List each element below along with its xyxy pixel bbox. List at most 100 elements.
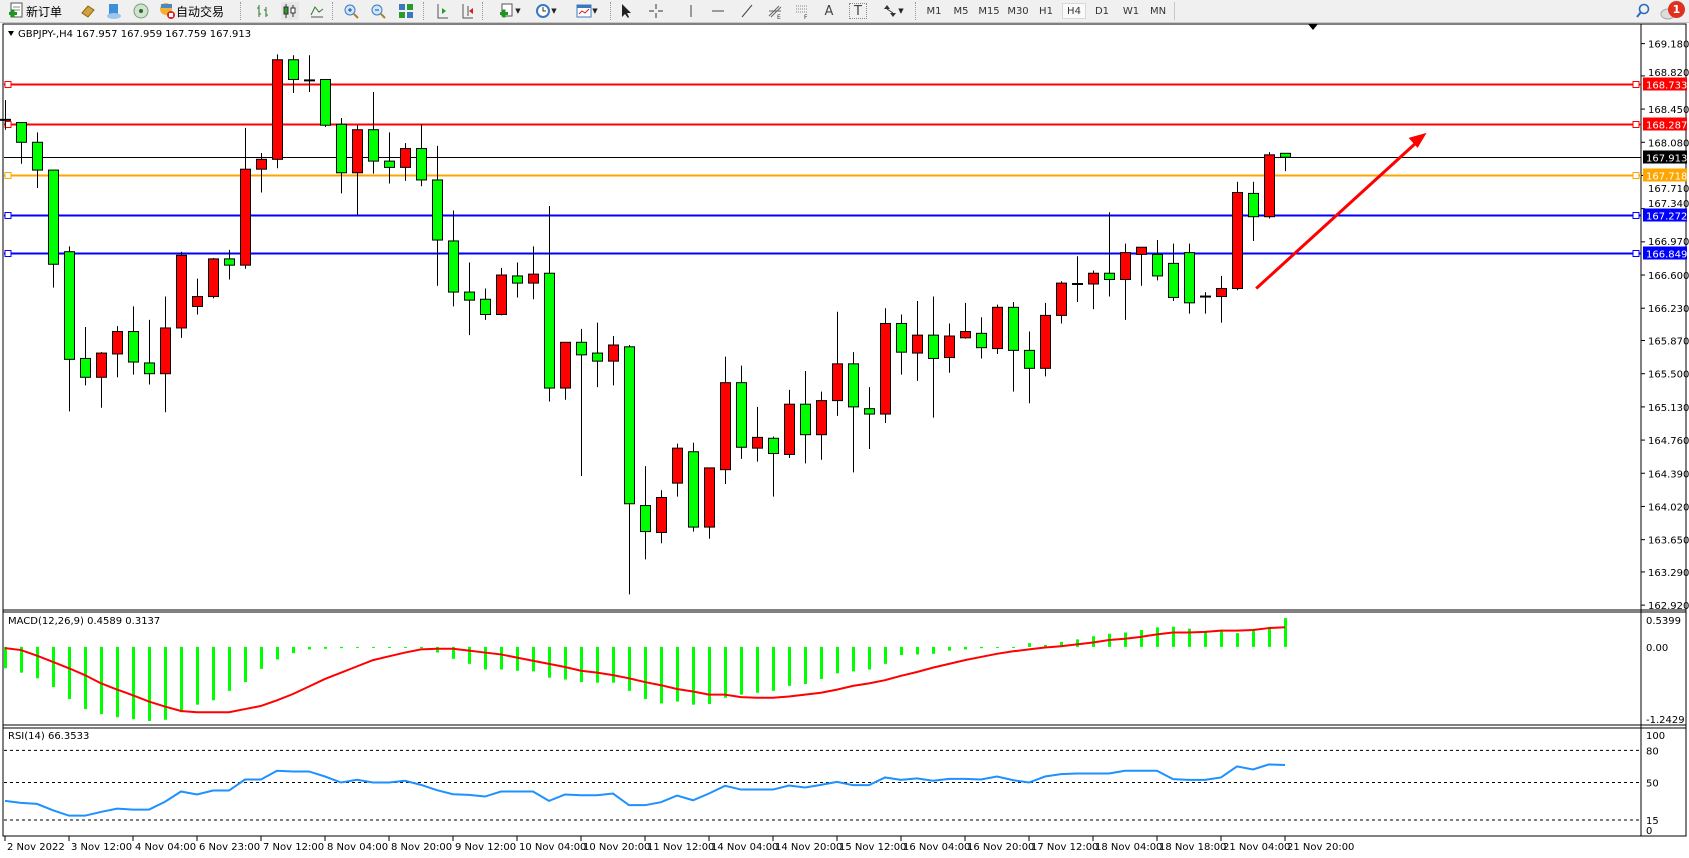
navigator-button[interactable] <box>105 2 123 20</box>
macd-histogram-bar <box>532 646 535 672</box>
timeframe-m15[interactable]: M15 <box>978 5 1000 17</box>
chart-shift-marker-icon <box>1308 24 1318 30</box>
price-tick-label: 162.920 <box>1648 601 1689 612</box>
macd-histogram-bar <box>708 646 711 705</box>
text-tool-button[interactable]: A <box>820 2 838 20</box>
candle-body <box>192 296 203 307</box>
candle <box>448 210 459 307</box>
macd-histogram-bar <box>804 646 807 684</box>
trendline-button[interactable] <box>738 2 756 20</box>
time-tick-label: 18 Nov 04:00 <box>1095 842 1162 853</box>
candle <box>1280 152 1291 172</box>
timeframe-w1[interactable]: W1 <box>1122 5 1140 17</box>
macd-histogram-bar <box>244 646 247 683</box>
timeframe-mn[interactable]: MN <box>1149 5 1167 17</box>
timeframe-m1[interactable]: M1 <box>926 5 942 17</box>
market-watch-button[interactable] <box>79 2 97 20</box>
new-chart-button[interactable]: ▼ <box>494 2 526 20</box>
macd-histogram-bar <box>852 646 855 672</box>
line-chart-icon <box>310 6 324 18</box>
text-label-button[interactable]: T <box>849 3 867 19</box>
macd-histogram-bar <box>1236 633 1239 647</box>
line-chart-button[interactable] <box>308 2 326 20</box>
templates-button[interactable]: ▼ <box>571 2 603 20</box>
signals-button[interactable] <box>132 2 150 20</box>
candle-body <box>640 505 651 533</box>
timeframe-m5[interactable]: M5 <box>953 5 969 17</box>
candle-body <box>1232 192 1243 289</box>
macd-histogram-bar <box>420 646 423 649</box>
tile-windows-button[interactable] <box>397 2 415 20</box>
candle-body <box>496 274 507 315</box>
timeframe-h1[interactable]: H1 <box>1039 5 1053 17</box>
macd-histogram-bar <box>1172 626 1175 647</box>
candle <box>208 257 219 299</box>
candle-body <box>1264 154 1275 218</box>
candle-body <box>736 382 747 448</box>
crosshair-button[interactable] <box>647 2 665 20</box>
symbol-menu-triangle-icon <box>8 31 14 36</box>
svg-text:E: E <box>777 14 781 19</box>
timeframe-d1[interactable]: D1 <box>1094 5 1110 17</box>
zoom-out-button[interactable] <box>369 2 387 20</box>
candle-body <box>720 382 731 471</box>
chart-window[interactable]: GBPJPY-,H4 167.957 167.959 167.759 167.9… <box>0 23 1689 858</box>
price-tick-label: 164.760 <box>1648 436 1689 447</box>
arrows-button[interactable]: ▼ <box>876 2 910 20</box>
time-tick-label: 14 Nov 20:00 <box>775 842 842 853</box>
candle <box>544 205 555 402</box>
macd-histogram-bar <box>548 646 551 678</box>
time-tick-label: 18 Nov 18:00 <box>1159 842 1226 853</box>
bar-chart-button[interactable] <box>254 2 272 20</box>
candle-body <box>544 272 555 389</box>
macd-histogram-bar <box>1044 645 1047 647</box>
autoscroll-button[interactable] <box>458 2 476 20</box>
notification-badge: 1 <box>1668 1 1685 18</box>
time-tick-label: 16 Nov 04:00 <box>903 842 970 853</box>
candle-body <box>160 327 171 375</box>
candle-body <box>992 306 1003 350</box>
periods-button[interactable]: ▼ <box>530 2 562 20</box>
timeframe-m30[interactable]: M30 <box>1007 5 1029 17</box>
macd-histogram-bar <box>68 646 71 700</box>
candle-body <box>944 335 955 359</box>
candle <box>112 326 123 378</box>
candle-body <box>704 467 715 528</box>
candle-body <box>928 334 939 359</box>
candlestick-button[interactable] <box>281 2 299 20</box>
macd-histogram-bar <box>196 646 199 705</box>
auto-trading-button[interactable]: 自动交易 <box>158 2 224 20</box>
macd-histogram-bar <box>1076 639 1079 647</box>
macd-histogram-bar <box>20 646 23 673</box>
crosshair-icon <box>649 4 663 18</box>
templates-icon <box>576 4 592 18</box>
candle-body <box>880 322 891 415</box>
bar-chart-icon <box>257 5 268 17</box>
candle <box>704 467 715 539</box>
candle-body <box>464 291 475 301</box>
fibonacci-button[interactable]: E <box>766 2 784 20</box>
macd-histogram-bar <box>340 646 343 649</box>
price-tick-label: 164.390 <box>1648 469 1689 480</box>
search-button[interactable] <box>1634 2 1652 20</box>
vertical-line-button[interactable] <box>682 2 700 20</box>
candle-body <box>1152 253 1163 277</box>
candle-body <box>608 344 619 362</box>
timeframe-h4[interactable]: H4 <box>1062 3 1086 19</box>
candle-body <box>896 322 907 353</box>
zoom-in-button[interactable] <box>342 2 360 20</box>
candle-body <box>128 331 139 363</box>
chart-shift-button[interactable] <box>433 2 451 20</box>
new-order-button[interactable]: 新订单 <box>8 2 62 20</box>
fibo-fan-button[interactable]: F <box>793 2 811 20</box>
chevron-down-icon: ▼ <box>898 7 904 15</box>
cursor-button[interactable] <box>617 2 635 20</box>
candle-body <box>976 332 987 349</box>
signals-icon <box>133 3 149 19</box>
level-handle-left <box>4 250 12 257</box>
fibonacci-icon: E <box>768 5 782 19</box>
candle-body <box>560 341 571 389</box>
time-tick-label: 2 Nov 2022 <box>7 842 65 853</box>
horizontal-line-button[interactable] <box>709 2 727 20</box>
macd-histogram-bar <box>628 646 631 691</box>
